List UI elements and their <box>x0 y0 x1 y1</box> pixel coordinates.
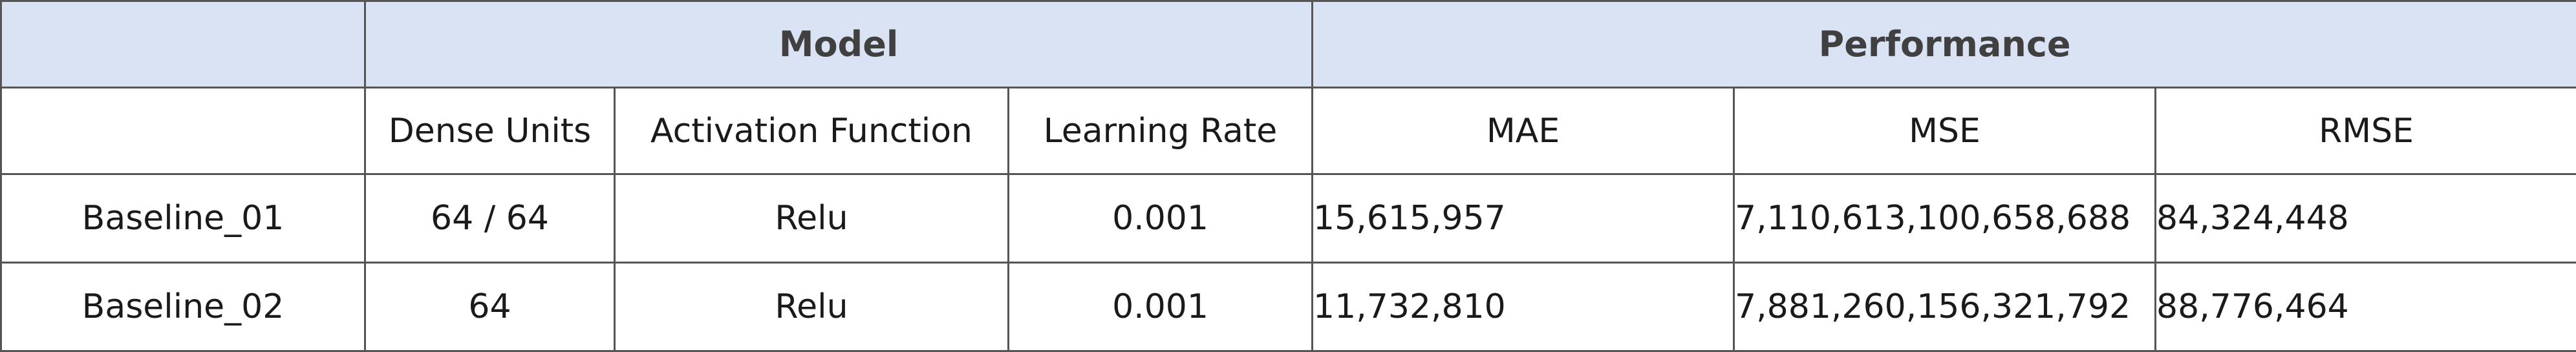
rmse-header: RMSE <box>2156 88 2576 174</box>
column-header-row: Dense Units Activation Function Learning… <box>1 88 2576 174</box>
activation-function-cell: Relu <box>615 263 1009 351</box>
corner-column-header <box>1 88 365 174</box>
dense-units-cell: 64 / 64 <box>365 174 615 263</box>
rmse-cell: 88,776,464 <box>2156 263 2576 351</box>
table-row: Baseline_02 64 Relu 0.001 11,732,810 7,8… <box>1 263 2576 351</box>
mse-cell: 7,110,613,100,658,688 <box>1734 174 2156 263</box>
row-name-cell: Baseline_01 <box>1 174 365 263</box>
rmse-cell: 84,324,448 <box>2156 174 2576 263</box>
mse-cell: 7,881,260,156,321,792 <box>1734 263 2156 351</box>
row-name-cell: Baseline_02 <box>1 263 365 351</box>
mae-cell: 11,732,810 <box>1313 263 1734 351</box>
activation-function-header: Activation Function <box>615 88 1009 174</box>
learning-rate-header: Learning Rate <box>1009 88 1313 174</box>
learning-rate-cell: 0.001 <box>1009 174 1313 263</box>
performance-group-header: Performance <box>1313 1 2576 88</box>
mae-header: MAE <box>1313 88 1734 174</box>
mae-cell: 15,615,957 <box>1313 174 1734 263</box>
learning-rate-cell: 0.001 <box>1009 263 1313 351</box>
model-group-header: Model <box>365 1 1313 88</box>
table-row: Baseline_01 64 / 64 Relu 0.001 15,615,95… <box>1 174 2576 263</box>
corner-group-header <box>1 1 365 88</box>
activation-function-cell: Relu <box>615 174 1009 263</box>
dense-units-header: Dense Units <box>365 88 615 174</box>
group-header-row: Model Performance <box>1 1 2576 88</box>
mse-header: MSE <box>1734 88 2156 174</box>
dense-units-cell: 64 <box>365 263 615 351</box>
